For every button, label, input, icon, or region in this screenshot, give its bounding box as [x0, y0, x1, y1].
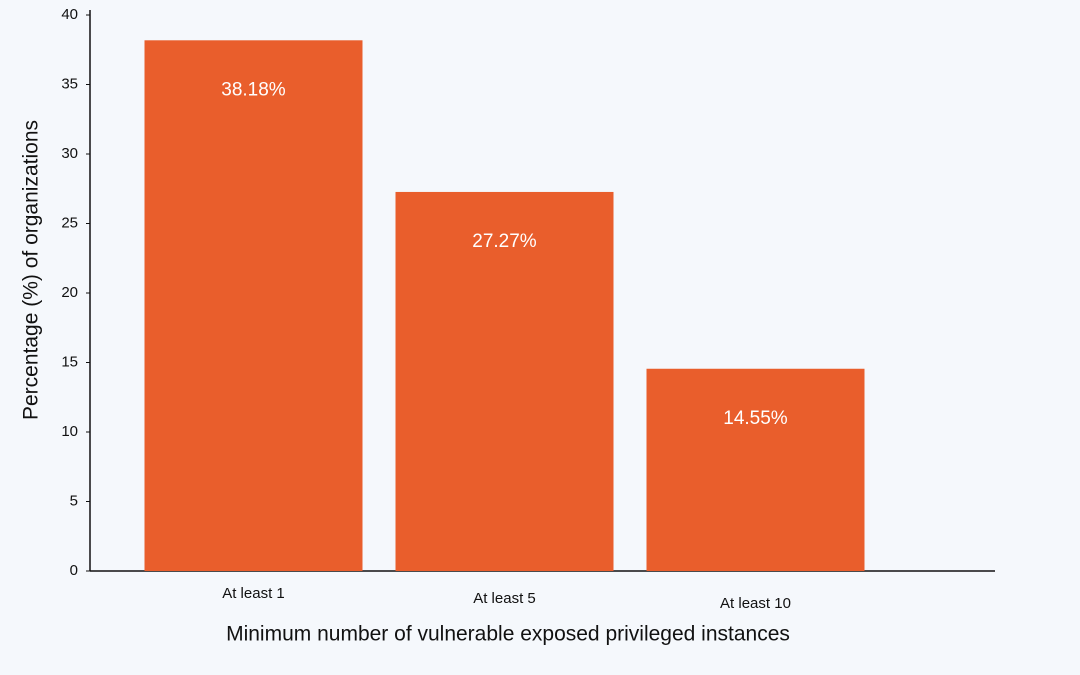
y-tick-label: 10	[61, 423, 78, 440]
x-tick-label: At least 1	[222, 585, 285, 602]
x-tick-label: At least 5	[473, 590, 536, 607]
bar	[395, 191, 614, 571]
y-tick-label: 35	[61, 75, 78, 92]
y-axis-label: Percentage (%) of organizations	[20, 120, 43, 420]
y-tick-label: 20	[61, 284, 78, 301]
y-tick-label: 40	[61, 6, 78, 23]
x-axis-label: Minimum number of vulnerable exposed pri…	[226, 623, 790, 646]
value-label: 14.55%	[723, 408, 788, 429]
bar	[646, 368, 865, 571]
x-tick-label: At least 10	[720, 595, 791, 612]
y-tick-label: 25	[61, 214, 78, 231]
bar	[144, 40, 363, 572]
value-label: 27.27%	[472, 231, 537, 252]
y-tick-label: 5	[70, 492, 78, 509]
y-tick-label: 30	[61, 145, 78, 162]
y-tick-label: 0	[70, 562, 78, 579]
value-label: 38.18%	[221, 79, 286, 100]
y-tick-label: 15	[61, 353, 78, 370]
